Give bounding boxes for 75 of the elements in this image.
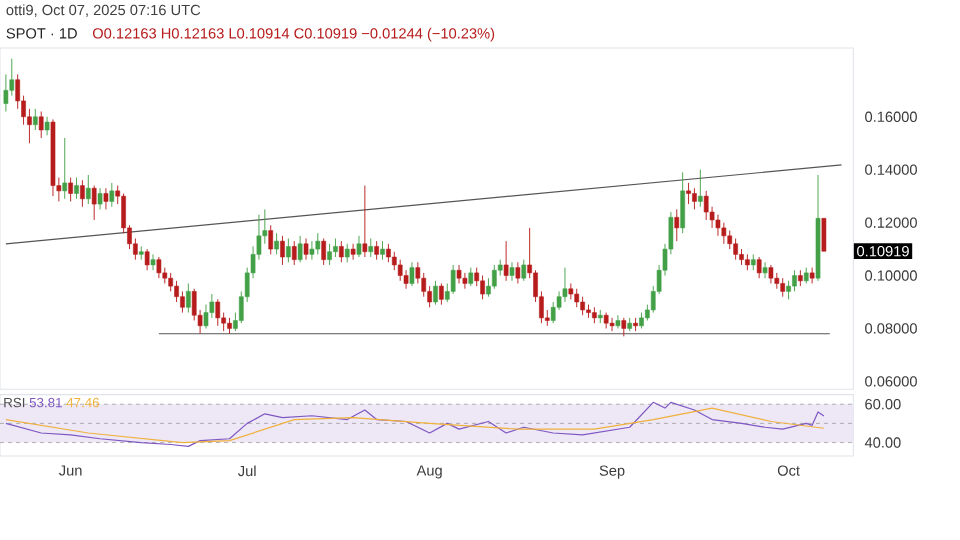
candlestick [74,177,79,200]
candlestick [692,187,697,210]
candlestick [103,187,109,210]
candlestick [333,238,338,258]
candlestick [574,288,580,308]
candlestick [492,264,497,290]
candlestick [609,317,615,332]
candlestick [680,171,685,234]
candlestick [821,217,827,252]
candlestick [756,256,762,279]
candlestick [156,256,162,279]
candlestick [215,298,221,327]
candlestick [468,267,474,287]
candlestick [321,238,327,266]
candlestick [91,185,97,221]
candlestick [44,116,50,136]
candlestick [350,243,356,261]
candlestick [339,240,344,263]
candlestick [80,179,85,208]
candlestick [521,259,527,282]
candlestick [280,235,285,266]
candlestick [515,261,521,284]
candlestick [297,235,303,263]
candlestick [721,222,727,245]
candlestick [762,261,768,279]
candlestick [715,214,721,237]
candlestick [32,108,38,131]
candlestick [450,264,456,295]
candlestick [68,177,73,202]
candlestick [144,248,150,271]
candlestick [85,174,91,205]
candlestick [686,182,691,205]
candlestick [809,267,815,284]
candlestick [327,243,332,266]
candlestick [503,240,509,282]
candlestick [621,317,627,337]
candlestick [462,272,468,290]
candlestick [509,261,515,282]
candlestick [703,190,709,221]
candlestick [433,280,438,306]
candlestick [309,240,315,261]
candlestick [733,238,738,261]
candlestick [674,208,680,242]
candlestick [374,240,379,261]
candlestick [186,283,191,314]
candlestick [562,267,568,303]
candlestick [356,235,362,258]
candlestick [439,283,444,306]
candlestick [768,264,774,284]
candlestick [303,238,309,261]
candlestick [286,238,291,263]
candlestick [38,111,44,139]
candlestick [268,224,274,255]
candlestick [697,169,703,208]
candlestick [344,243,350,263]
candlestick [615,314,621,329]
candlestick [315,232,321,255]
candlestick [580,296,585,316]
candlestick [409,261,415,287]
candlestick [291,240,297,266]
candlestick [792,269,797,292]
candlestick [397,259,403,282]
candlestick [456,264,462,284]
candlestick [150,253,156,271]
candlestick [780,277,786,298]
candlestick [568,283,574,300]
candlestick [386,243,391,263]
candlestick [362,185,368,258]
candlestick [380,240,385,261]
candlestick [480,275,485,300]
candlestick [368,238,374,258]
candlestick [97,187,103,210]
candlestick [62,137,68,200]
candlestick [274,232,279,255]
candlestick [109,182,115,208]
